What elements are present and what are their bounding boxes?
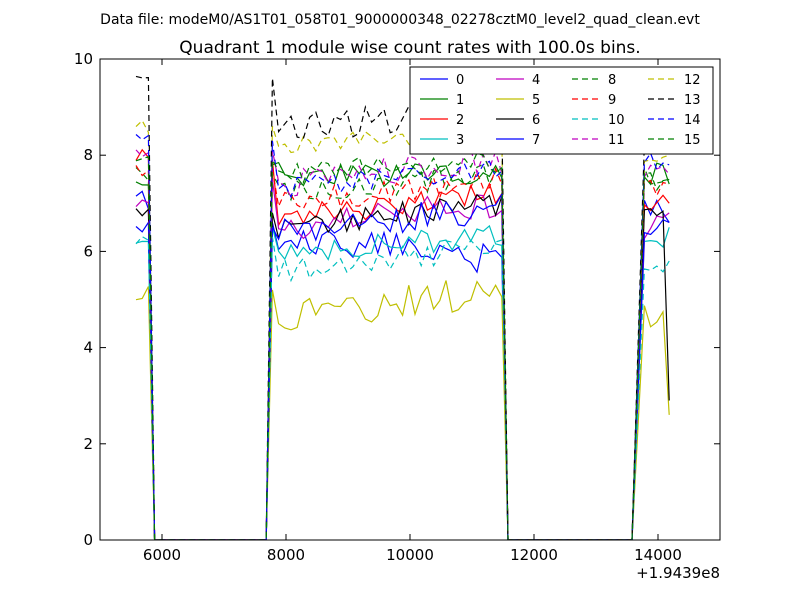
- series-line-14: [135, 134, 670, 540]
- y-tick-label: 8: [83, 146, 93, 164]
- legend-label-14: 14: [684, 113, 701, 128]
- legend-label-4: 4: [532, 73, 540, 88]
- chart-title: Quadrant 1 module wise count rates with …: [179, 38, 640, 58]
- legend-label-12: 12: [684, 73, 701, 88]
- series-line-1: [135, 161, 670, 540]
- legend-label-11: 11: [608, 133, 625, 148]
- series-line-5: [135, 280, 670, 540]
- legend-label-0: 0: [456, 73, 464, 88]
- series-line-8: [135, 163, 670, 540]
- series-line-3: [135, 224, 670, 540]
- series-line-11: [135, 147, 670, 540]
- x-offset-label: +1.9439e8: [636, 564, 720, 582]
- x-tick-label: 8000: [267, 546, 305, 564]
- legend-label-10: 10: [608, 113, 625, 128]
- y-tick-label: 10: [74, 50, 93, 68]
- x-tick-label: 12000: [510, 546, 558, 564]
- legend-label-1: 1: [456, 93, 464, 108]
- series-layer: [135, 75, 670, 540]
- y-tick-label: 0: [83, 531, 93, 549]
- series-line-7: [135, 192, 670, 540]
- legend-label-13: 13: [684, 93, 701, 108]
- series-line-10: [135, 235, 670, 540]
- series-line-9: [135, 165, 670, 540]
- series-line-15: [135, 152, 670, 540]
- series-line-0: [135, 190, 670, 540]
- legend-label-8: 8: [608, 73, 616, 88]
- series-line-4: [135, 179, 670, 540]
- x-tick-label: 6000: [143, 546, 181, 564]
- legend-label-15: 15: [684, 133, 701, 148]
- y-tick-label: 2: [83, 435, 93, 453]
- y-tick-label: 6: [83, 242, 93, 260]
- x-tick-label: 10000: [386, 546, 434, 564]
- legend-label-9: 9: [608, 93, 616, 108]
- series-line-2: [135, 148, 670, 540]
- suptitle: Data file: modeM0/AS1T01_058T01_90000003…: [100, 12, 700, 28]
- legend-label-3: 3: [456, 133, 464, 148]
- series-line-12: [135, 119, 670, 540]
- x-tick-label: 14000: [634, 546, 682, 564]
- legend-label-7: 7: [532, 133, 540, 148]
- legend-label-2: 2: [456, 113, 464, 128]
- legend-label-6: 6: [532, 113, 540, 128]
- y-tick-label: 4: [83, 339, 93, 357]
- legend-label-5: 5: [532, 93, 540, 108]
- series-line-13: [135, 75, 670, 540]
